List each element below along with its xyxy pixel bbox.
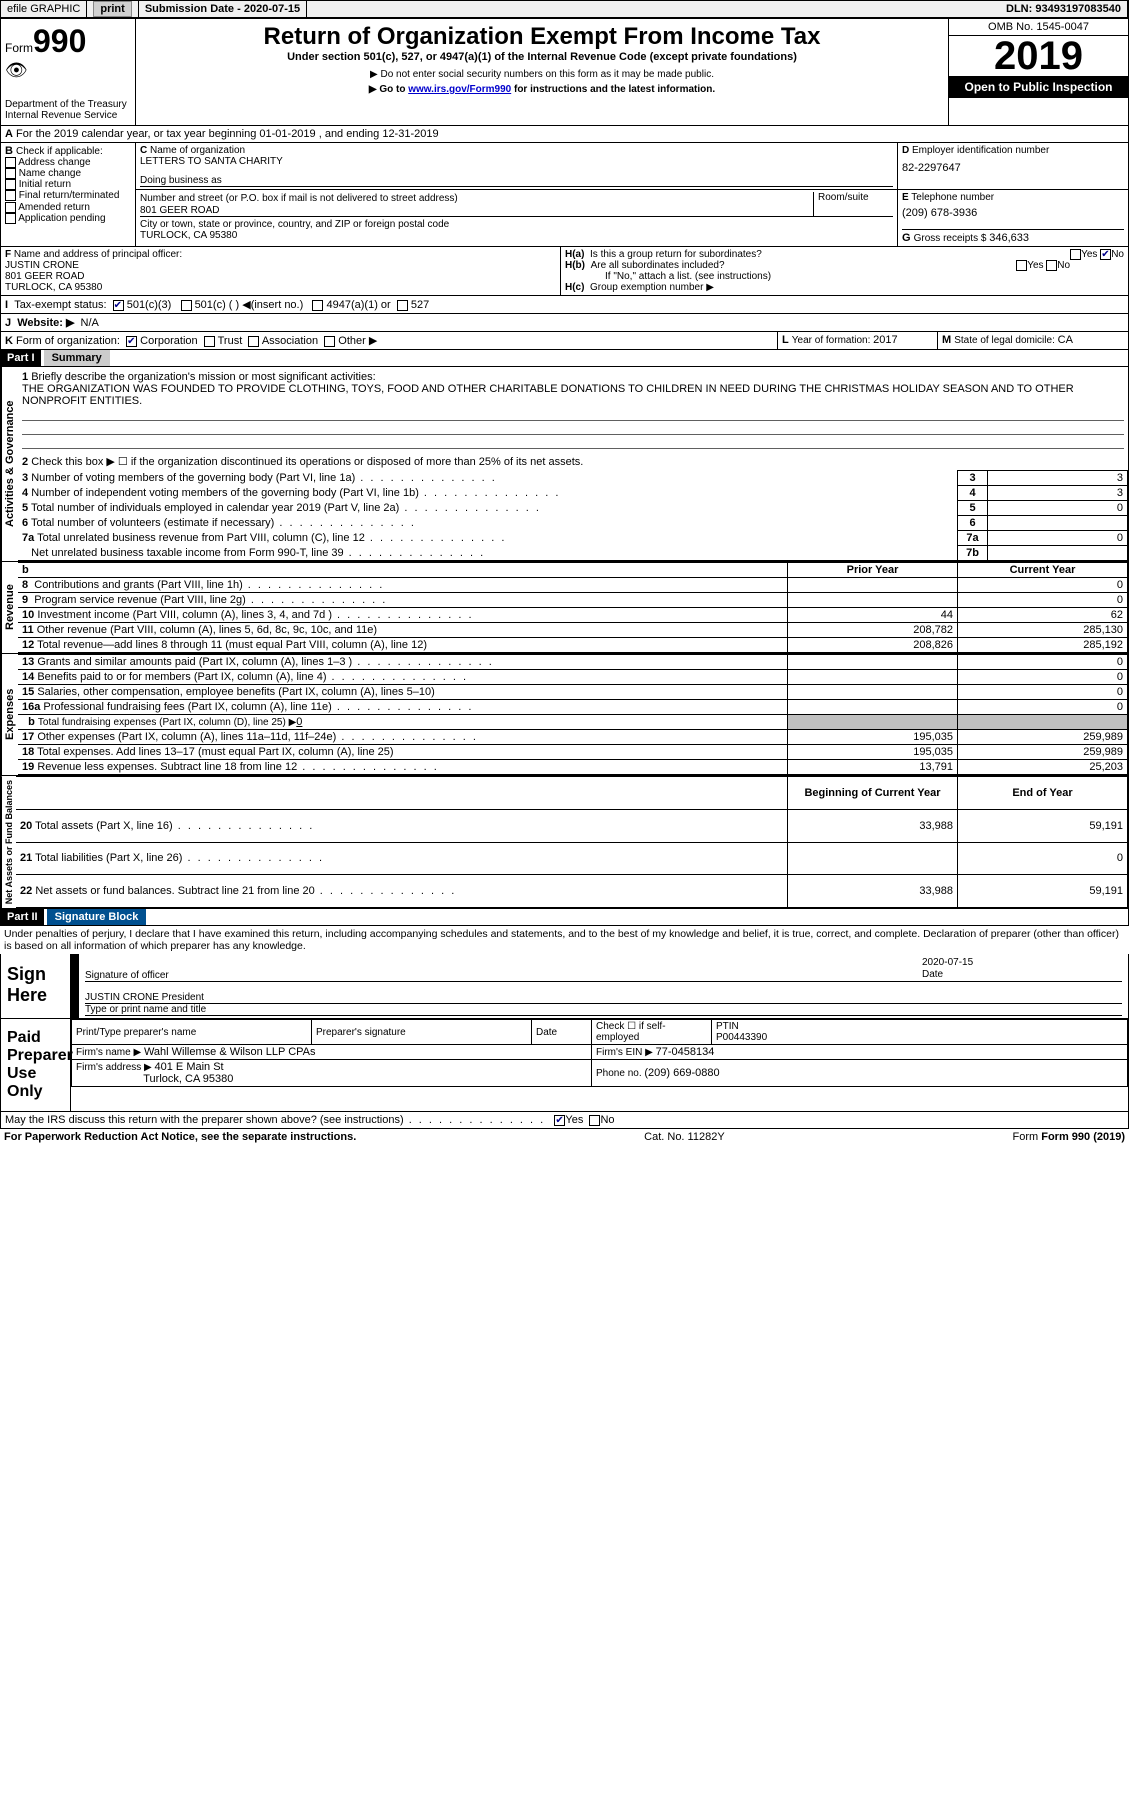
form-word: Form	[5, 41, 33, 55]
dept: Department of the Treasury	[5, 99, 131, 110]
phone: (209) 678-3936	[902, 207, 1124, 219]
ptin: P00443390	[716, 1032, 767, 1043]
form-subtitle: Under section 501(c), 527, or 4947(a)(1)…	[140, 51, 944, 63]
firm-name: Wahl Willemse & Wilson LLP CPAs	[144, 1046, 316, 1058]
tax-year: 2019	[949, 36, 1128, 76]
line-a: For the 2019 calendar year, or tax year …	[16, 128, 439, 140]
org-addr: 801 GEER ROAD	[140, 205, 219, 216]
form990-link[interactable]: www.irs.gov/Form990	[408, 84, 511, 95]
website: N/A	[81, 317, 99, 329]
form-header: Form990 👁 Department of the Treasury Int…	[0, 18, 1129, 126]
form-title: Return of Organization Exempt From Incom…	[140, 23, 944, 51]
mission: THE ORGANIZATION WAS FOUNDED TO PROVIDE …	[22, 383, 1074, 407]
form-number: 990	[33, 23, 86, 59]
declaration: Under penalties of perjury, I declare th…	[0, 926, 1129, 954]
vlabel-revenue: Revenue	[1, 562, 18, 653]
dln: 93493197083540	[1035, 3, 1121, 15]
sign-here: Sign Here Signature of officer 2020-07-1…	[0, 954, 1129, 1019]
note-ssn: Do not enter social security numbers on …	[140, 69, 944, 80]
subdate-label: Submission Date -	[145, 3, 244, 15]
page-footer: For Paperwork Reduction Act Notice, see …	[0, 1129, 1129, 1145]
ein: 82-2297647	[902, 162, 1124, 174]
org-name: LETTERS TO SANTA CHARITY	[140, 156, 893, 167]
part-i: Part I	[1, 350, 41, 366]
irs: Internal Revenue Service	[5, 110, 131, 121]
open-public: Open to Public Inspection	[949, 76, 1128, 98]
officer-name: JUSTIN CRONE	[5, 260, 556, 271]
part-ii: Part II	[1, 909, 44, 925]
vlabel-expenses: Expenses	[1, 654, 18, 775]
vlabel-netassets: Net Assets or Fund Balances	[1, 776, 16, 908]
org-city: TURLOCK, CA 95380	[140, 230, 893, 241]
paid-preparer: Paid Preparer Use Only Print/Type prepar…	[0, 1019, 1129, 1112]
dln-label: DLN:	[1006, 3, 1035, 15]
top-bar: efile GRAPHIC print Submission Date - 20…	[0, 0, 1129, 18]
officer-sig-name: JUSTIN CRONE President	[85, 992, 1122, 1004]
print-button[interactable]: print	[93, 1, 131, 17]
gross-receipts: 346,633	[989, 232, 1029, 244]
vlabel-governance: Activities & Governance	[1, 367, 18, 561]
entity-block: B Check if applicable: Address change Na…	[0, 143, 1129, 247]
subdate: 2020-07-15	[244, 3, 300, 15]
efile-label: efile GRAPHIC	[1, 1, 87, 17]
